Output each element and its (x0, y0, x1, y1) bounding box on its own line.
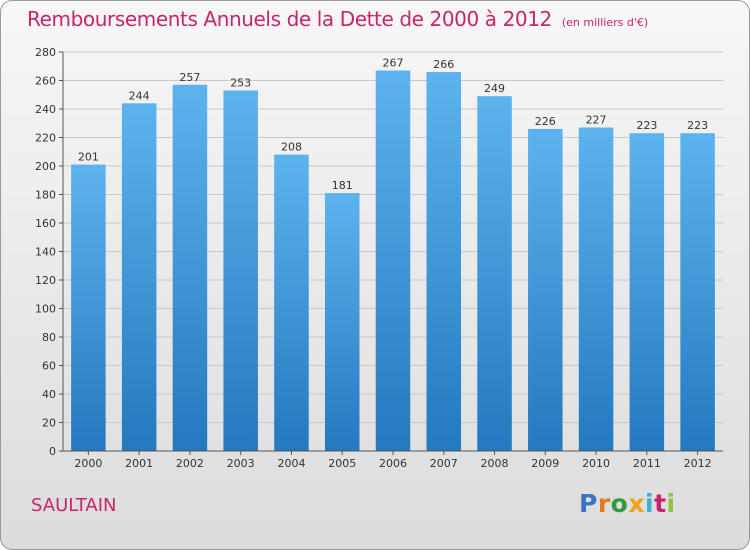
x-tick-label: 2012 (684, 457, 712, 470)
x-tick-label: 2002 (176, 457, 204, 470)
x-tick-label: 2000 (74, 457, 102, 470)
y-tick-label: 80 (42, 331, 56, 344)
bar-value-label: 181 (332, 179, 353, 192)
bar-value-label: 253 (230, 76, 251, 89)
x-tick-label: 2003 (227, 457, 255, 470)
x-tick-label: 2009 (531, 457, 559, 470)
x-tick-label: 2007 (430, 457, 458, 470)
bar-value-label: 267 (383, 57, 404, 70)
bar-value-label: 244 (129, 89, 150, 102)
bar (426, 71, 462, 451)
bar-value-label: 223 (636, 119, 657, 132)
x-tick-label: 2006 (379, 457, 407, 470)
y-tick-label: 120 (35, 274, 56, 287)
y-tick-label: 240 (35, 103, 56, 116)
x-tick-label: 2008 (481, 457, 509, 470)
bar (680, 133, 715, 451)
bars: 201 244 257 253 208 181 267 266 249 226 227 223 223 (71, 57, 715, 452)
bar-value-label: 257 (179, 71, 200, 84)
bar (172, 84, 208, 452)
y-tick-label: 280 (35, 46, 56, 59)
x-axis: 2000 2001 2002 2003 2004 2005 2006 2007 2008 2009… (63, 450, 723, 470)
bar (121, 103, 157, 452)
bar (629, 133, 665, 451)
bar-value-label: 226 (535, 115, 556, 128)
chart-title: Remboursements Annuels de la Dette de 20… (27, 7, 648, 31)
bar-value-label: 266 (433, 58, 454, 71)
x-tick-label: 2010 (582, 457, 610, 470)
x-tick-label: 2001 (125, 457, 153, 470)
bar-value-label: 227 (586, 114, 607, 127)
bar-value-label: 201 (78, 151, 99, 164)
bar (578, 127, 614, 452)
bar-value-label: 208 (281, 141, 302, 154)
x-tick-label: 2005 (328, 457, 356, 470)
bar (477, 96, 512, 452)
chart-title-main: Remboursements Annuels de la Dette de 20… (27, 7, 552, 31)
y-tick-label: 0 (49, 445, 56, 458)
bar (528, 128, 563, 451)
y-tick-label: 140 (35, 246, 56, 259)
y-tick-label: 180 (35, 189, 56, 202)
bar (223, 90, 258, 451)
chart-unit-label: (en milliers d'€) (561, 16, 649, 29)
y-tick-label: 20 (42, 417, 56, 430)
y-tick-label: 160 (35, 217, 56, 230)
bar (375, 70, 411, 452)
y-axis: 0 20 40 60 80 100 120 140 160 180 200 220 240 260 280 (35, 46, 64, 458)
y-tick-label: 40 (42, 388, 56, 401)
bar (71, 164, 106, 451)
proxiti-logo[interactable]: Proxiti (579, 489, 676, 518)
bar (274, 154, 309, 451)
y-tick-label: 100 (35, 303, 56, 316)
bar-value-label: 223 (687, 119, 708, 132)
x-tick-label: 2011 (633, 457, 661, 470)
x-tick-label: 2004 (277, 457, 305, 470)
y-tick-label: 200 (35, 160, 56, 173)
y-tick-label: 220 (35, 132, 56, 145)
y-tick-label: 260 (35, 75, 56, 88)
y-tick-label: 60 (42, 360, 56, 373)
bar-value-label: 249 (484, 82, 505, 95)
city-name: SAULTAIN (31, 495, 117, 516)
bar (324, 193, 360, 451)
